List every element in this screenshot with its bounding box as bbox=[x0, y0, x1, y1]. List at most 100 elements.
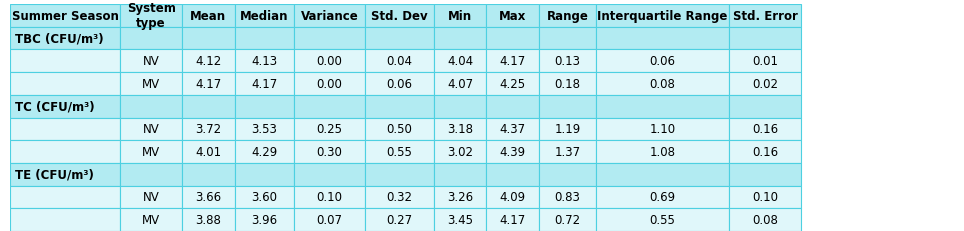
FancyBboxPatch shape bbox=[486, 5, 539, 28]
FancyBboxPatch shape bbox=[120, 73, 182, 95]
FancyBboxPatch shape bbox=[182, 163, 234, 186]
FancyBboxPatch shape bbox=[182, 186, 234, 208]
FancyBboxPatch shape bbox=[539, 28, 596, 50]
FancyBboxPatch shape bbox=[11, 163, 120, 186]
FancyBboxPatch shape bbox=[539, 50, 596, 73]
FancyBboxPatch shape bbox=[365, 186, 434, 208]
FancyBboxPatch shape bbox=[539, 141, 596, 163]
Text: 0.30: 0.30 bbox=[316, 146, 342, 158]
Text: 3.60: 3.60 bbox=[251, 191, 277, 204]
FancyBboxPatch shape bbox=[11, 208, 120, 231]
Text: 3.72: 3.72 bbox=[196, 123, 222, 136]
FancyBboxPatch shape bbox=[486, 163, 539, 186]
Text: 4.37: 4.37 bbox=[499, 123, 525, 136]
Text: 3.66: 3.66 bbox=[196, 191, 222, 204]
Text: MV: MV bbox=[142, 78, 160, 91]
FancyBboxPatch shape bbox=[182, 28, 234, 50]
Text: Variance: Variance bbox=[301, 10, 359, 23]
Text: 0.69: 0.69 bbox=[650, 191, 676, 204]
FancyBboxPatch shape bbox=[730, 95, 801, 118]
FancyBboxPatch shape bbox=[182, 208, 234, 231]
Text: 3.45: 3.45 bbox=[447, 213, 473, 226]
FancyBboxPatch shape bbox=[365, 28, 434, 50]
Text: 0.08: 0.08 bbox=[650, 78, 676, 91]
FancyBboxPatch shape bbox=[294, 118, 365, 141]
Text: 0.13: 0.13 bbox=[554, 55, 580, 68]
FancyBboxPatch shape bbox=[234, 208, 294, 231]
Text: Std. Dev: Std. Dev bbox=[371, 10, 428, 23]
FancyBboxPatch shape bbox=[486, 28, 539, 50]
FancyBboxPatch shape bbox=[182, 141, 234, 163]
FancyBboxPatch shape bbox=[434, 186, 486, 208]
FancyBboxPatch shape bbox=[11, 28, 120, 50]
Text: TE (CFU/m³): TE (CFU/m³) bbox=[15, 168, 94, 181]
Text: 0.00: 0.00 bbox=[316, 78, 342, 91]
Text: TBC (CFU/m³): TBC (CFU/m³) bbox=[15, 33, 104, 46]
FancyBboxPatch shape bbox=[434, 163, 486, 186]
Text: 3.26: 3.26 bbox=[447, 191, 473, 204]
Text: 1.10: 1.10 bbox=[650, 123, 676, 136]
Text: 3.96: 3.96 bbox=[251, 213, 278, 226]
FancyBboxPatch shape bbox=[120, 186, 182, 208]
Text: TC (CFU/m³): TC (CFU/m³) bbox=[15, 100, 94, 113]
Text: 4.01: 4.01 bbox=[196, 146, 222, 158]
Text: 1.37: 1.37 bbox=[554, 146, 580, 158]
FancyBboxPatch shape bbox=[730, 28, 801, 50]
FancyBboxPatch shape bbox=[234, 141, 294, 163]
Text: 3.18: 3.18 bbox=[447, 123, 473, 136]
FancyBboxPatch shape bbox=[294, 186, 365, 208]
Text: Range: Range bbox=[547, 10, 588, 23]
Text: 0.00: 0.00 bbox=[316, 55, 342, 68]
Text: 0.25: 0.25 bbox=[316, 123, 342, 136]
FancyBboxPatch shape bbox=[596, 5, 730, 28]
Text: 4.17: 4.17 bbox=[499, 213, 525, 226]
Text: MV: MV bbox=[142, 213, 160, 226]
Text: 4.13: 4.13 bbox=[251, 55, 278, 68]
FancyBboxPatch shape bbox=[365, 5, 434, 28]
FancyBboxPatch shape bbox=[11, 118, 120, 141]
FancyBboxPatch shape bbox=[434, 118, 486, 141]
FancyBboxPatch shape bbox=[596, 95, 730, 118]
FancyBboxPatch shape bbox=[730, 73, 801, 95]
FancyBboxPatch shape bbox=[234, 118, 294, 141]
FancyBboxPatch shape bbox=[730, 186, 801, 208]
Text: 0.06: 0.06 bbox=[387, 78, 413, 91]
FancyBboxPatch shape bbox=[234, 163, 294, 186]
FancyBboxPatch shape bbox=[434, 5, 486, 28]
Text: 4.04: 4.04 bbox=[447, 55, 473, 68]
FancyBboxPatch shape bbox=[11, 95, 120, 118]
Text: 0.72: 0.72 bbox=[554, 213, 580, 226]
FancyBboxPatch shape bbox=[120, 118, 182, 141]
FancyBboxPatch shape bbox=[486, 141, 539, 163]
FancyBboxPatch shape bbox=[730, 208, 801, 231]
FancyBboxPatch shape bbox=[234, 5, 294, 28]
Text: MV: MV bbox=[142, 146, 160, 158]
FancyBboxPatch shape bbox=[596, 50, 730, 73]
Text: 0.16: 0.16 bbox=[752, 146, 778, 158]
FancyBboxPatch shape bbox=[365, 50, 434, 73]
FancyBboxPatch shape bbox=[365, 141, 434, 163]
FancyBboxPatch shape bbox=[294, 5, 365, 28]
FancyBboxPatch shape bbox=[596, 186, 730, 208]
FancyBboxPatch shape bbox=[294, 208, 365, 231]
FancyBboxPatch shape bbox=[120, 141, 182, 163]
Text: 4.17: 4.17 bbox=[499, 55, 525, 68]
Text: NV: NV bbox=[143, 191, 159, 204]
Text: Interquartile Range: Interquartile Range bbox=[598, 10, 728, 23]
FancyBboxPatch shape bbox=[539, 5, 596, 28]
Text: System
type: System type bbox=[126, 2, 175, 30]
Text: 4.39: 4.39 bbox=[499, 146, 525, 158]
Text: 0.27: 0.27 bbox=[387, 213, 413, 226]
FancyBboxPatch shape bbox=[730, 141, 801, 163]
FancyBboxPatch shape bbox=[434, 141, 486, 163]
FancyBboxPatch shape bbox=[234, 50, 294, 73]
FancyBboxPatch shape bbox=[294, 50, 365, 73]
FancyBboxPatch shape bbox=[120, 163, 182, 186]
FancyBboxPatch shape bbox=[596, 28, 730, 50]
FancyBboxPatch shape bbox=[182, 118, 234, 141]
Text: 3.02: 3.02 bbox=[447, 146, 473, 158]
FancyBboxPatch shape bbox=[365, 118, 434, 141]
FancyBboxPatch shape bbox=[365, 163, 434, 186]
Text: 0.01: 0.01 bbox=[752, 55, 778, 68]
Text: 0.18: 0.18 bbox=[554, 78, 580, 91]
